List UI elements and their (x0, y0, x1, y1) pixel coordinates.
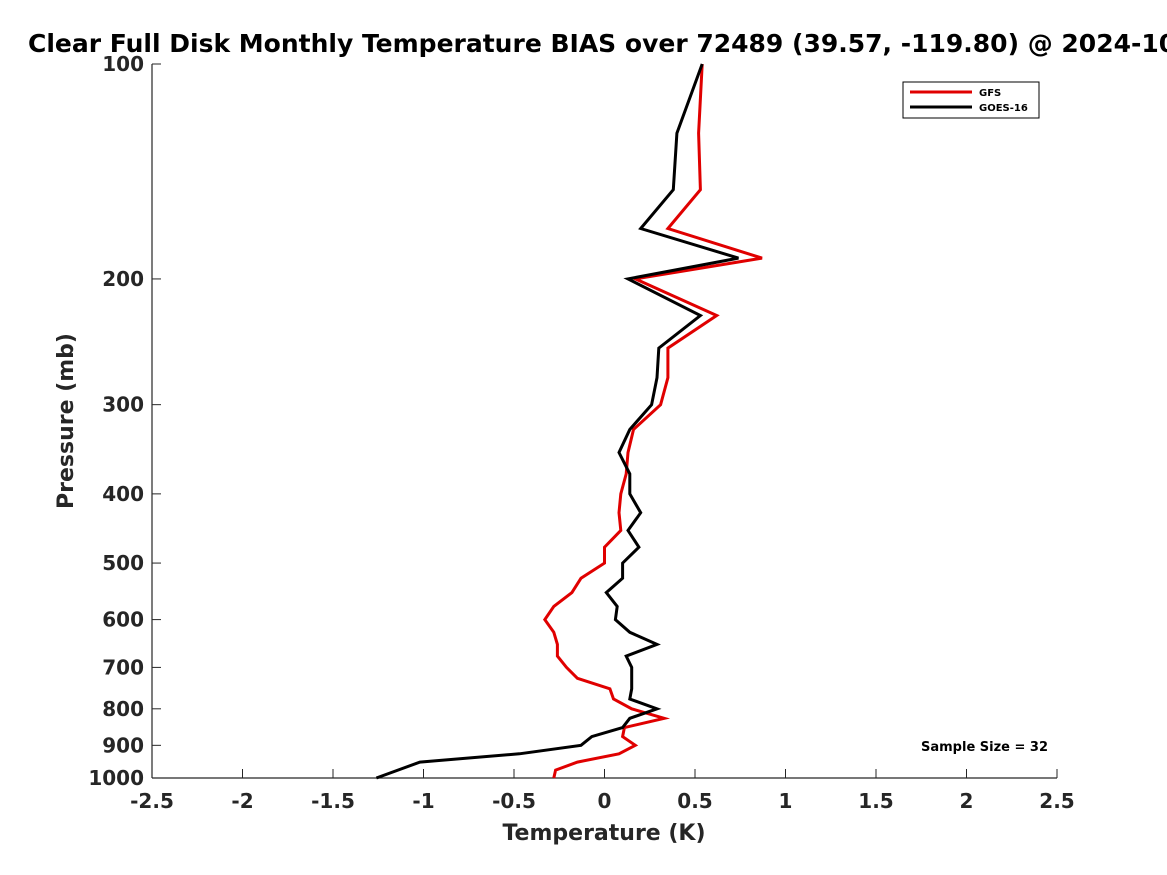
series-line-gfs (542, 63, 763, 779)
sample-size-annotation: Sample Size = 32 (921, 740, 1048, 755)
x-axis-label: Temperature (K) (502, 821, 705, 846)
y-tick-label: 700 (102, 655, 144, 679)
x-tick-label: 2.5 (1039, 789, 1074, 813)
x-tick-label: 1.5 (858, 789, 893, 813)
y-axis-label: Pressure (mb) (54, 333, 79, 509)
series-line-goes16 (375, 63, 739, 780)
x-tick-label: 2 (960, 789, 974, 813)
y-tick-label: 500 (102, 551, 144, 575)
y-tick-label: 900 (102, 733, 144, 757)
chart-title: Clear Full Disk Monthly Temperature BIAS… (28, 29, 1167, 58)
x-tick-label: -1.5 (311, 789, 355, 813)
x-tick-label: -2 (231, 789, 253, 813)
legend-box (902, 81, 1040, 119)
series-lines (375, 63, 763, 780)
y-tick-label: 400 (102, 482, 144, 506)
x-tick-label: 0 (598, 789, 612, 813)
legend-label-gfs: GFS (979, 88, 1001, 99)
x-tick-label: 1 (779, 789, 793, 813)
y-tick-label: 100 (102, 52, 144, 76)
legend: GFS GOES-16 (902, 81, 1040, 119)
x-tick-label: -0.5 (492, 789, 536, 813)
y-tick-label: 1000 (88, 766, 144, 790)
x-tick-label: -2.5 (130, 789, 174, 813)
tick-labels: -2.5 -2 -1.5 -1 -0.5 0 0.5 1 1.5 2 2.5 100 200 300 400… (88, 52, 1074, 813)
x-tick-label: -1 (412, 789, 434, 813)
y-tick-label: 200 (102, 267, 144, 291)
x-tick-label: 0.5 (677, 789, 712, 813)
legend-label-goes16: GOES-16 (979, 103, 1028, 114)
y-tick-label: 300 (102, 393, 144, 417)
plot-axes (151, 63, 1058, 779)
y-tick-label: 600 (102, 608, 144, 632)
y-tick-label: 800 (102, 697, 144, 721)
